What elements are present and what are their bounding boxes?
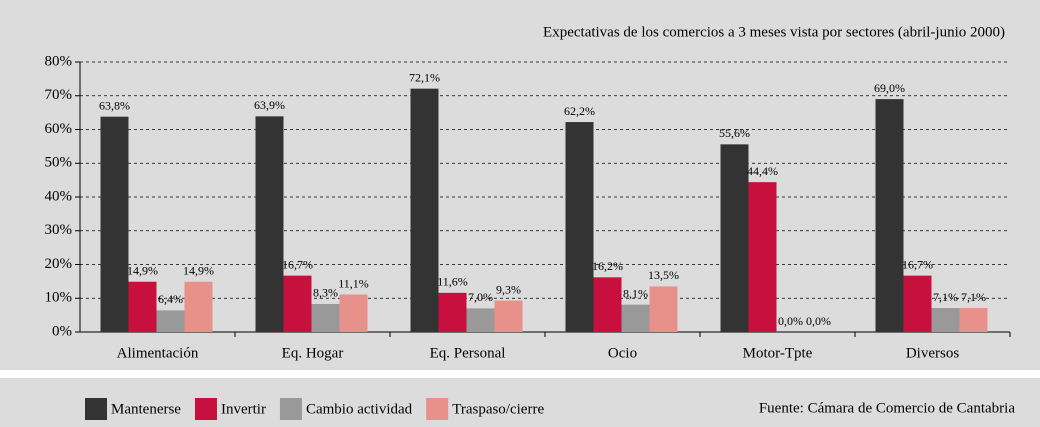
bar bbox=[494, 300, 523, 332]
value-label: 13,5% bbox=[648, 268, 679, 282]
bar bbox=[903, 275, 932, 332]
value-label: 0,0% bbox=[806, 314, 831, 328]
bar bbox=[438, 292, 467, 332]
y-tick-label: 70% bbox=[45, 87, 73, 103]
value-label: 11,6% bbox=[437, 275, 468, 289]
y-tick-label: 60% bbox=[45, 121, 73, 137]
value-label: 6,4% bbox=[158, 292, 183, 306]
legend-swatch bbox=[279, 398, 302, 420]
value-label: 0,0% bbox=[778, 314, 803, 328]
legend-label: Mantenerse bbox=[111, 401, 181, 417]
bar bbox=[339, 294, 368, 332]
y-tick-label: 80% bbox=[45, 53, 73, 69]
value-label: 14,9% bbox=[183, 263, 214, 277]
legend-label: Invertir bbox=[221, 401, 266, 417]
x-tick-label: Diversos bbox=[906, 345, 959, 361]
y-tick-label: 20% bbox=[45, 256, 73, 272]
bar bbox=[621, 304, 650, 332]
bar bbox=[184, 281, 213, 332]
chart-title: Expectativas de los comercios a 3 meses … bbox=[543, 24, 1005, 40]
value-label: 8,1% bbox=[623, 286, 648, 300]
value-label: 16,7% bbox=[282, 257, 313, 271]
x-tick-label: Eq. Hogar bbox=[282, 345, 344, 361]
bar bbox=[100, 116, 129, 332]
bar bbox=[593, 277, 622, 332]
value-label: 7,1% bbox=[933, 290, 958, 304]
bar bbox=[410, 88, 439, 332]
y-tick-label: 30% bbox=[45, 222, 73, 238]
x-tick-label: Alimentación bbox=[117, 345, 199, 361]
bar bbox=[565, 122, 594, 332]
bar bbox=[311, 303, 340, 332]
value-label: 69,0% bbox=[874, 81, 905, 95]
value-label: 72,1% bbox=[409, 70, 440, 84]
y-tick-label: 40% bbox=[45, 188, 73, 204]
legend-panel bbox=[0, 378, 1040, 427]
value-label: 8,3% bbox=[313, 286, 338, 300]
bar bbox=[255, 116, 284, 333]
bar bbox=[128, 281, 157, 332]
bar bbox=[649, 286, 678, 332]
y-tick-label: 50% bbox=[45, 155, 73, 171]
value-label: 9,3% bbox=[496, 282, 521, 296]
value-label: 63,9% bbox=[254, 98, 285, 112]
value-label: 44,4% bbox=[747, 164, 778, 178]
value-label: 62,2% bbox=[564, 104, 595, 118]
legend-swatch bbox=[194, 398, 217, 420]
y-tick-label: 0% bbox=[52, 323, 72, 339]
legend-label: Cambio actividad bbox=[306, 401, 413, 417]
x-tick-label: Ocio bbox=[608, 345, 637, 361]
bar bbox=[959, 308, 988, 332]
value-label: 7,0% bbox=[468, 290, 493, 304]
x-tick-label: Motor-Tpte bbox=[743, 345, 813, 361]
bar bbox=[156, 310, 185, 332]
bar bbox=[748, 182, 777, 332]
value-label: 16,2% bbox=[592, 259, 623, 273]
bar bbox=[720, 144, 749, 332]
y-tick-label: 10% bbox=[45, 290, 73, 306]
value-label: 63,8% bbox=[99, 98, 130, 112]
value-label: 14,9% bbox=[127, 263, 158, 277]
bar bbox=[466, 308, 495, 332]
legend-swatch bbox=[85, 398, 107, 420]
value-label: 7,1% bbox=[961, 290, 986, 304]
x-tick-label: Eq. Personal bbox=[430, 345, 506, 361]
legend-label: Traspaso/cierre bbox=[452, 401, 544, 417]
legend-swatch bbox=[426, 398, 449, 420]
bar bbox=[931, 308, 960, 332]
value-label: 11,1% bbox=[338, 276, 369, 290]
value-label: 16,7% bbox=[902, 257, 933, 271]
value-label: 55,6% bbox=[719, 126, 750, 140]
source: Fuente: Cámara de Comercio de Cantabria bbox=[759, 400, 1015, 416]
bar bbox=[283, 275, 312, 332]
bar bbox=[875, 99, 904, 332]
